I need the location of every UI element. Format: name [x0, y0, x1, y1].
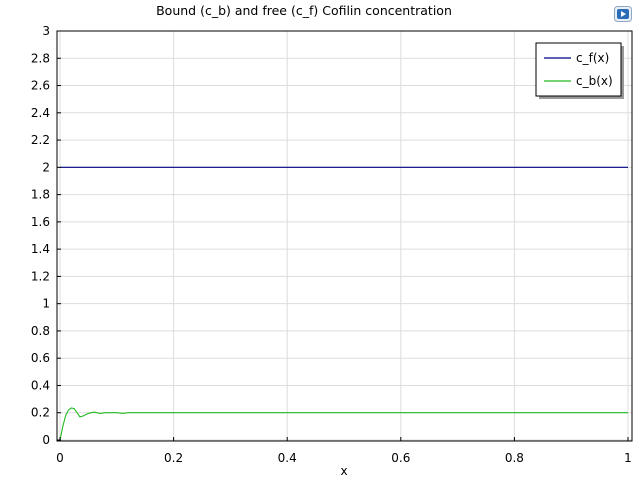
x-tick-label: 1 — [624, 451, 632, 465]
y-tick-label: 0.8 — [31, 324, 50, 338]
y-tick-label: 1.6 — [31, 215, 50, 229]
y-tick-label: 1.2 — [31, 269, 50, 283]
x-axis-label: x — [340, 464, 347, 478]
y-axis: 0 0.2 0.4 0.6 0.8 1 1.2 1.4 1.6 1.8 2 2.2 2.4 2.6 2.8 3 — [31, 24, 61, 447]
y-tick-label: 1.8 — [31, 188, 50, 202]
y-tick-label: 1 — [42, 297, 50, 311]
x-tick-label: 0.4 — [278, 451, 297, 465]
x-axis: 0 0.2 0.4 0.6 0.8 1 — [56, 437, 632, 465]
y-tick-label: 0 — [42, 433, 50, 447]
y-tick-label: 2.6 — [31, 79, 50, 93]
x-tick-label: 0.6 — [391, 451, 410, 465]
y-tick-label: 2.2 — [31, 133, 50, 147]
x-tick-label: 0.8 — [505, 451, 524, 465]
x-tick-label: 0.2 — [164, 451, 183, 465]
y-tick-label: 3 — [42, 24, 50, 38]
y-tick-label: 1.4 — [31, 242, 50, 256]
legend-label: c_f(x) — [576, 51, 609, 65]
y-tick-label: 2 — [42, 160, 50, 174]
chart-title: Bound (c_b) and free (c_f) Cofilin conce… — [156, 3, 452, 18]
series-line-c-b-x — [59, 407, 628, 441]
plot-frame — [56, 30, 633, 442]
legend: c_f(x) c_b(x) — [535, 42, 624, 99]
y-tick-label: 2.8 — [31, 51, 50, 65]
legend-label: c_b(x) — [576, 74, 613, 88]
comsol-logo-icon — [614, 6, 632, 22]
y-tick-label: 0.4 — [31, 378, 50, 392]
legend-box — [535, 42, 622, 97]
y-tick-label: 2.4 — [31, 106, 50, 120]
series-group — [59, 166, 628, 441]
y-tick-label: 0.2 — [31, 406, 50, 420]
y-tick-label: 0.6 — [31, 351, 50, 365]
x-tick-label: 0 — [56, 451, 64, 465]
